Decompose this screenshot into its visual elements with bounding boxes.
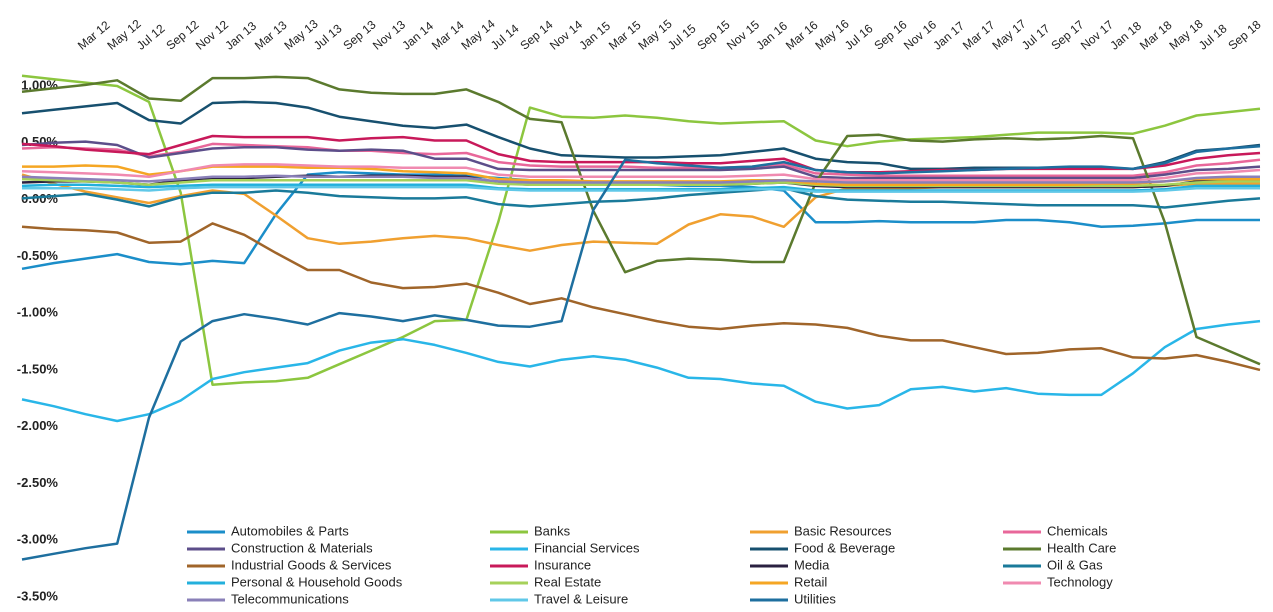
- x-tick-label: Jan 18: [1107, 19, 1144, 53]
- legend-label: Chemicals: [1047, 523, 1108, 538]
- series-line: [21, 100, 1261, 171]
- series-line: [21, 222, 1261, 372]
- x-tick-label: Nov 14: [547, 17, 585, 52]
- x-tick-label: Sep 18: [1225, 17, 1263, 52]
- legend-label: Insurance: [534, 557, 591, 572]
- x-tick-label: Nov 13: [370, 17, 408, 52]
- y-tick-label: 0.00%: [21, 191, 58, 206]
- legend-label: Media: [794, 557, 830, 572]
- series-line: [21, 144, 1261, 561]
- legend-label: Basic Resources: [794, 523, 892, 538]
- x-tick-label: Jan 16: [753, 19, 790, 53]
- legend-label: Financial Services: [534, 540, 640, 555]
- series-line: [21, 174, 1260, 184]
- legend-label: Food & Beverage: [794, 540, 895, 555]
- legend-label: Utilities: [794, 591, 836, 606]
- x-tick-label: Jan 13: [222, 19, 259, 53]
- x-tick-label: Sep 15: [694, 17, 732, 52]
- y-tick-label: -2.50%: [17, 475, 59, 490]
- legend: Automobiles & Parts Banks Basic Resources C…: [187, 523, 1116, 606]
- x-tick-label: Mar 15: [606, 18, 644, 53]
- x-tick-label: Sep 16: [871, 17, 909, 52]
- y-tick-label: -3.50%: [17, 588, 59, 603]
- x-tick-label: Nov 15: [724, 17, 762, 52]
- x-tick-label: Sep 12: [163, 17, 201, 52]
- legend-label: Oil & Gas: [1047, 557, 1103, 572]
- x-tick-label: Nov 16: [901, 17, 939, 52]
- y-tick-label: -3.00%: [17, 532, 59, 547]
- series-line: [21, 140, 1261, 180]
- series-line: [21, 319, 1261, 423]
- x-tick-label: Mar 12: [75, 18, 113, 53]
- x-tick-label: Mar 16: [783, 18, 821, 53]
- y-tick-label: -2.00%: [17, 418, 59, 433]
- x-tick-label: Sep 17: [1048, 17, 1086, 52]
- series-line: [22, 185, 1260, 193]
- y-tick-label: -1.50%: [17, 361, 59, 376]
- series-line: [21, 74, 1261, 386]
- legend-label: Health Care: [1047, 540, 1116, 555]
- series-line: [21, 75, 1261, 366]
- legend-label: Travel & Leisure: [534, 591, 628, 606]
- x-tick-label: Jan 15: [576, 19, 613, 53]
- x-tick-label: Sep 13: [340, 17, 378, 52]
- legend-label: Telecommunications: [231, 591, 349, 606]
- legend-label: Industrial Goods & Services: [231, 557, 392, 572]
- x-tick-label: Nov 12: [193, 17, 231, 52]
- x-tick-label: Jan 14: [399, 19, 436, 53]
- x-tick-label: Mar 17: [960, 18, 998, 53]
- legend-label: Technology: [1047, 574, 1113, 589]
- series-line: [21, 186, 1261, 209]
- y-tick-label: -1.00%: [17, 305, 59, 320]
- legend-label: Automobiles & Parts: [231, 523, 349, 538]
- x-tick-label: Mar 14: [429, 18, 467, 53]
- x-tick-label: Sep 14: [517, 17, 555, 52]
- x-tick-label: Nov 17: [1078, 17, 1116, 52]
- series-line: [21, 163, 1261, 182]
- legend-label: Banks: [534, 523, 571, 538]
- x-tick-label: Jan 17: [930, 19, 967, 53]
- legend-label: Construction & Materials: [231, 540, 373, 555]
- x-tick-label: Mar 13: [252, 18, 290, 53]
- series-line: [21, 142, 1261, 177]
- y-tick-label: -0.50%: [17, 248, 59, 263]
- legend-label: Personal & Household Goods: [231, 574, 403, 589]
- legend-label: Real Estate: [534, 574, 601, 589]
- legend-label: Retail: [794, 574, 827, 589]
- x-tick-label: Mar 18: [1137, 18, 1175, 53]
